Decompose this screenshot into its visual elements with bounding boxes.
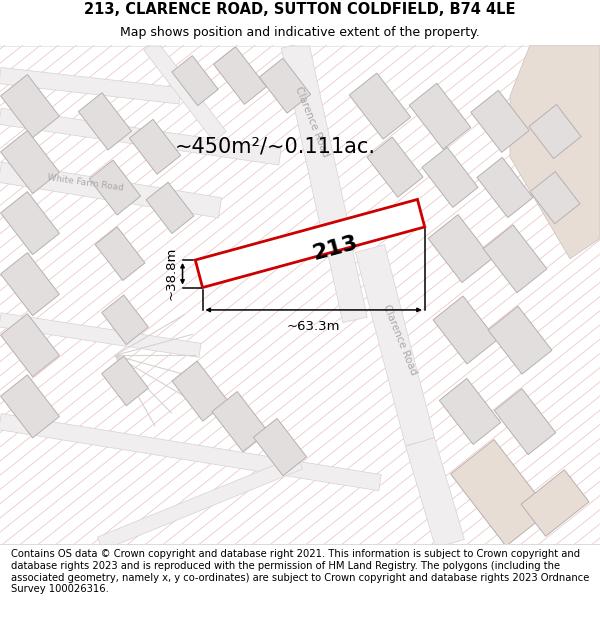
- Text: Clarence Road: Clarence Road: [293, 84, 331, 158]
- Polygon shape: [483, 225, 547, 292]
- Polygon shape: [406, 438, 464, 548]
- Polygon shape: [494, 389, 556, 454]
- Polygon shape: [259, 58, 311, 113]
- Polygon shape: [0, 68, 181, 104]
- Polygon shape: [428, 214, 492, 282]
- Polygon shape: [1, 375, 59, 438]
- Polygon shape: [195, 199, 425, 288]
- Text: White Farm Road: White Farm Road: [46, 173, 124, 192]
- Polygon shape: [409, 83, 471, 149]
- Polygon shape: [1, 192, 59, 254]
- Polygon shape: [172, 56, 218, 106]
- Polygon shape: [143, 40, 226, 142]
- Polygon shape: [471, 91, 529, 152]
- Polygon shape: [1, 131, 59, 194]
- Polygon shape: [521, 470, 589, 536]
- Polygon shape: [477, 158, 533, 218]
- Polygon shape: [101, 295, 148, 344]
- Polygon shape: [97, 456, 302, 551]
- Text: ~38.8m: ~38.8m: [164, 247, 178, 301]
- Polygon shape: [355, 244, 434, 446]
- Polygon shape: [101, 356, 148, 406]
- Polygon shape: [529, 104, 581, 159]
- Text: Clarence Road: Clarence Road: [381, 303, 419, 377]
- Polygon shape: [253, 418, 307, 476]
- Polygon shape: [89, 160, 140, 215]
- Text: ~63.3m: ~63.3m: [287, 320, 340, 333]
- Polygon shape: [0, 162, 221, 218]
- Polygon shape: [95, 227, 145, 281]
- Polygon shape: [0, 414, 381, 491]
- Polygon shape: [172, 361, 228, 421]
- Polygon shape: [1, 74, 59, 138]
- Polygon shape: [433, 296, 497, 364]
- Polygon shape: [214, 47, 266, 104]
- Text: Contains OS data © Crown copyright and database right 2021. This information is : Contains OS data © Crown copyright and d…: [11, 549, 589, 594]
- Polygon shape: [212, 391, 268, 452]
- Polygon shape: [349, 73, 411, 139]
- Polygon shape: [79, 92, 131, 150]
- Polygon shape: [1, 253, 59, 316]
- Polygon shape: [422, 148, 478, 208]
- Polygon shape: [281, 42, 349, 231]
- Polygon shape: [146, 182, 194, 234]
- Polygon shape: [323, 226, 367, 322]
- Polygon shape: [130, 119, 181, 174]
- Polygon shape: [510, 45, 600, 259]
- Text: ~450m²/~0.111ac.: ~450m²/~0.111ac.: [175, 137, 376, 157]
- Polygon shape: [439, 378, 501, 444]
- Text: 213, CLARENCE ROAD, SUTTON COLDFIELD, B74 4LE: 213, CLARENCE ROAD, SUTTON COLDFIELD, B7…: [84, 2, 516, 18]
- Polygon shape: [0, 108, 281, 165]
- Polygon shape: [0, 312, 201, 358]
- Polygon shape: [530, 172, 580, 224]
- Polygon shape: [1, 314, 59, 377]
- Text: 213: 213: [310, 233, 360, 264]
- Text: Map shows position and indicative extent of the property.: Map shows position and indicative extent…: [120, 26, 480, 39]
- Polygon shape: [367, 137, 423, 198]
- Polygon shape: [488, 306, 552, 374]
- Polygon shape: [451, 439, 550, 546]
